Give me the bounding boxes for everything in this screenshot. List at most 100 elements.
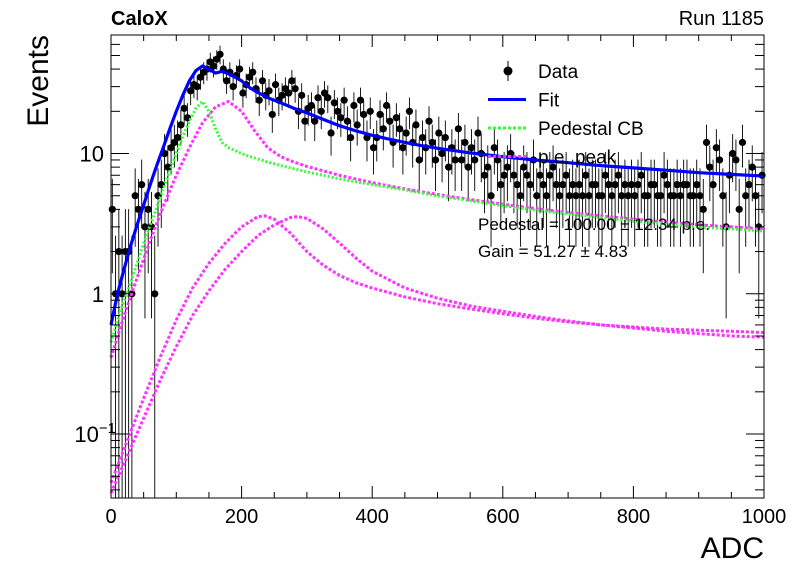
data-point bbox=[415, 156, 423, 164]
data-point bbox=[177, 121, 185, 129]
data-point bbox=[337, 114, 345, 122]
x-tick-label: 800 bbox=[617, 506, 650, 528]
y-tick-label: 10 bbox=[80, 142, 104, 167]
data-point bbox=[572, 192, 580, 200]
data-point bbox=[249, 68, 257, 76]
data-point bbox=[314, 94, 322, 102]
data-point bbox=[627, 181, 636, 189]
data-point bbox=[670, 192, 678, 200]
data-point bbox=[526, 181, 534, 189]
pe-peak-curve-3 bbox=[109, 215, 765, 494]
data-point bbox=[298, 91, 306, 99]
data-point bbox=[611, 181, 619, 189]
data-point bbox=[660, 171, 668, 179]
y-axis-label: Events bbox=[22, 35, 55, 127]
data-point bbox=[167, 144, 175, 152]
data-point bbox=[582, 171, 590, 179]
data-point bbox=[268, 110, 276, 119]
data-point bbox=[333, 107, 342, 115]
data-point bbox=[174, 133, 182, 142]
data-point bbox=[265, 87, 273, 95]
data-point bbox=[742, 192, 750, 200]
data-point bbox=[343, 117, 351, 125]
data-point bbox=[709, 181, 717, 189]
data-point bbox=[513, 181, 521, 189]
data-point bbox=[634, 181, 642, 189]
data-point bbox=[369, 144, 378, 152]
data-point bbox=[621, 181, 629, 189]
data-point bbox=[347, 133, 355, 142]
data-point bbox=[340, 96, 348, 104]
data-point bbox=[307, 101, 316, 110]
data-point bbox=[614, 171, 622, 179]
legend-label: Data bbox=[538, 62, 579, 83]
data-point bbox=[729, 149, 737, 158]
data-point bbox=[516, 192, 525, 200]
data-point bbox=[689, 192, 698, 200]
data-point bbox=[487, 192, 495, 200]
data-point bbox=[480, 171, 489, 179]
data-point bbox=[644, 192, 652, 200]
data-point bbox=[738, 138, 747, 147]
y-tick-label: 10−1 bbox=[74, 420, 116, 447]
data-point bbox=[441, 133, 449, 142]
data-point bbox=[663, 181, 671, 189]
data-point bbox=[559, 181, 567, 189]
data-point bbox=[151, 290, 159, 298]
data-point bbox=[546, 171, 554, 179]
data-point bbox=[288, 77, 296, 85]
data-point bbox=[699, 205, 707, 213]
data-point bbox=[591, 181, 600, 189]
data-point bbox=[719, 192, 727, 200]
data-point bbox=[236, 65, 244, 73]
fit-curve bbox=[109, 64, 765, 326]
data-point bbox=[702, 138, 711, 147]
y-tick-label: 1 bbox=[92, 282, 104, 307]
data-point bbox=[412, 121, 420, 129]
data-point bbox=[608, 192, 616, 200]
legend-label: Pedestal CB bbox=[538, 119, 644, 140]
data-point bbox=[601, 171, 609, 179]
data-point bbox=[696, 192, 704, 200]
data-point bbox=[402, 129, 410, 137]
data-point bbox=[258, 77, 267, 85]
data-point bbox=[366, 107, 374, 115]
legend-label: p.e. peak bbox=[538, 148, 617, 169]
data-point bbox=[493, 156, 502, 164]
data-point bbox=[291, 85, 299, 93]
data-point bbox=[575, 181, 583, 189]
data-point bbox=[693, 181, 701, 189]
x-axis-label: ADC bbox=[701, 532, 764, 565]
data-point bbox=[631, 192, 639, 200]
data-point bbox=[353, 121, 361, 129]
data-point bbox=[618, 192, 626, 200]
data-point bbox=[683, 181, 691, 189]
data-point bbox=[324, 94, 332, 102]
data-point bbox=[598, 192, 606, 200]
data-point bbox=[748, 163, 756, 171]
data-point bbox=[435, 129, 443, 137]
data-point bbox=[533, 192, 541, 200]
data-point bbox=[222, 77, 231, 85]
data-point bbox=[735, 205, 743, 213]
data-point bbox=[549, 163, 557, 171]
data-point bbox=[464, 163, 472, 171]
data-point bbox=[715, 156, 724, 164]
header-right: Run 1185 bbox=[679, 8, 764, 30]
data-point bbox=[180, 104, 188, 112]
data-point bbox=[405, 107, 414, 115]
data-point bbox=[458, 156, 466, 164]
data-point bbox=[451, 156, 459, 164]
data-point bbox=[327, 129, 335, 137]
data-point bbox=[301, 117, 309, 125]
data-point bbox=[445, 163, 453, 171]
data-point bbox=[431, 156, 440, 164]
data-point bbox=[657, 192, 665, 200]
data-point bbox=[503, 163, 511, 171]
data-point bbox=[539, 181, 547, 189]
data-point bbox=[637, 171, 645, 179]
data-point bbox=[676, 192, 685, 200]
data-point bbox=[229, 83, 237, 91]
data-point bbox=[187, 87, 195, 95]
legend-marker bbox=[503, 66, 513, 76]
